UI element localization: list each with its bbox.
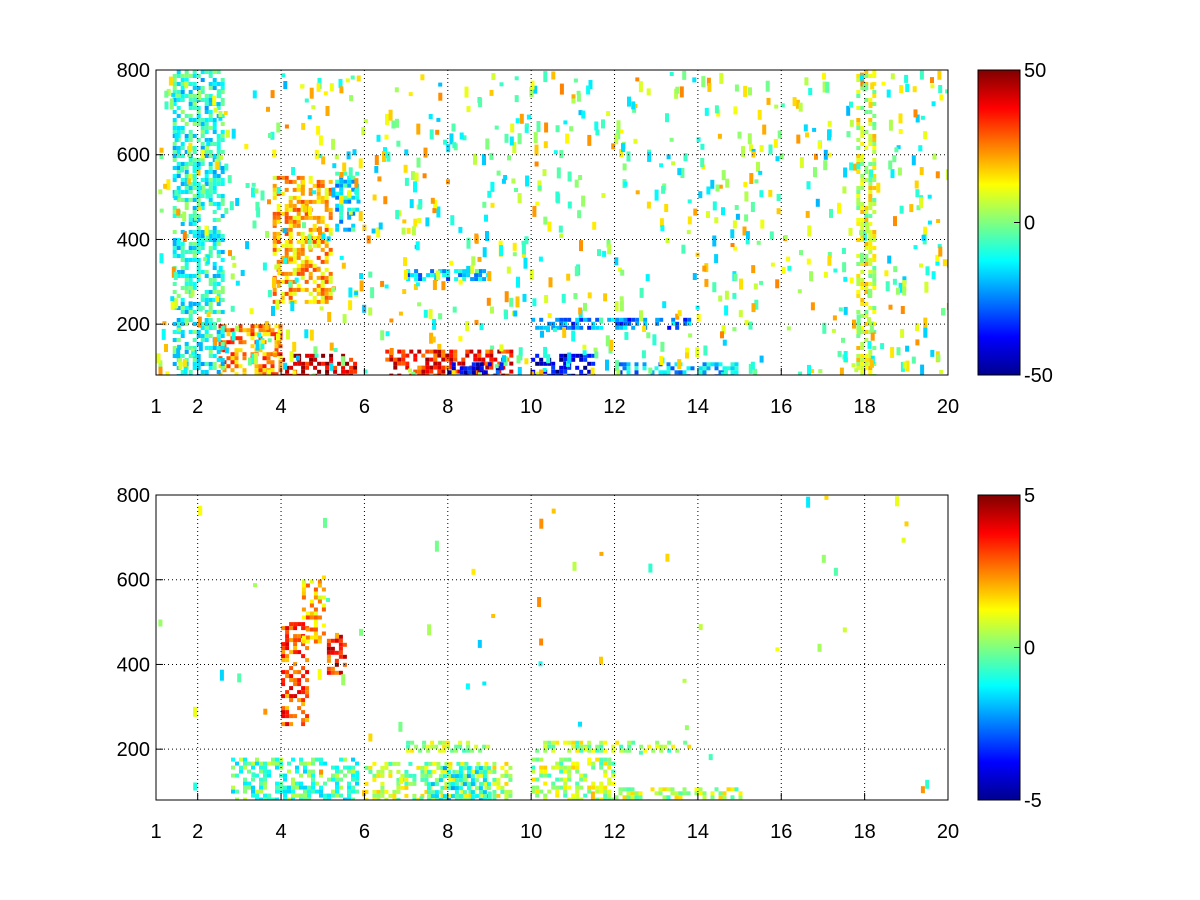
- heatmap-region-5: [426, 766, 491, 800]
- axes-frame: [155, 69, 949, 376]
- x-tick-label-7: 14: [687, 396, 709, 418]
- heatmap-region-8: [406, 269, 491, 282]
- axes-frame: [155, 494, 949, 801]
- heatmap-region-6: [406, 740, 491, 753]
- colorbar-tick-label-1: 0: [1024, 638, 1035, 660]
- x-tick-label-8: 16: [770, 396, 792, 418]
- colorbar-tick-label-1: 0: [1024, 213, 1035, 235]
- y-tick-label-0: 200: [117, 314, 150, 336]
- colorbar-gradient: [977, 69, 1021, 376]
- x-axis: 1 2 4 6 8 10 12 14 16 18 20: [150, 793, 959, 843]
- heatmap-region-9: [614, 787, 743, 800]
- x-tick-label-7: 14: [687, 821, 709, 843]
- y-tick-label-3: 800: [117, 60, 150, 82]
- heatmap-region-4: [385, 349, 514, 375]
- y-tick-label-1: 400: [117, 654, 150, 676]
- x-tick-label-9: 18: [854, 396, 876, 418]
- x-tick-label-6: 12: [603, 821, 625, 843]
- x-tick-label-0: 1: [150, 821, 161, 843]
- heatmap-cells: [156, 70, 948, 375]
- heatmap-region-3: [326, 634, 347, 675]
- y-axis: 200 400 600 800: [117, 60, 163, 336]
- x-tick-label-10: 20: [937, 821, 959, 843]
- x-tick-label-0: 1: [150, 396, 161, 418]
- colorbar-tick-label-2: -5: [1024, 790, 1042, 812]
- grid-lines: [156, 495, 948, 800]
- y-tick-label-0: 200: [117, 739, 150, 761]
- heatmap-noise: [158, 495, 930, 800]
- x-tick-label-3: 6: [359, 396, 370, 418]
- colorbar-tick-label-0: 50: [1024, 60, 1046, 82]
- y-tick-label-2: 600: [117, 570, 150, 592]
- x-tick-label-6: 12: [603, 396, 625, 418]
- x-tick-label-9: 18: [854, 821, 876, 843]
- x-axis: 1 2 4 6 8 10 12 14 16 18 20: [150, 368, 959, 418]
- colorbar-tick-label-0: 5: [1024, 485, 1035, 507]
- heatmap-region-5: [447, 362, 504, 375]
- heatmap-region-11: [172, 70, 225, 375]
- x-tick-label-5: 10: [520, 396, 542, 418]
- x-tick-label-4: 8: [442, 821, 453, 843]
- x-tick-label-2: 4: [275, 821, 286, 843]
- x-tick-label-2: 4: [275, 396, 286, 418]
- x-tick-label-10: 20: [937, 396, 959, 418]
- y-tick-label-1: 400: [117, 229, 150, 251]
- heatmap-cells: [158, 495, 930, 800]
- x-tick-label-4: 8: [442, 396, 453, 418]
- x-tick-label-3: 6: [359, 821, 370, 843]
- x-tick-label-1: 2: [192, 396, 203, 418]
- grid-lines: [156, 70, 948, 375]
- x-tick-label-5: 10: [520, 821, 542, 843]
- heatmap-region-0: [231, 757, 359, 800]
- colorbar-gradient: [977, 494, 1021, 801]
- heatmap-region-1: [281, 622, 310, 727]
- colorbar: 5 0 -5: [977, 485, 1042, 812]
- heatmap-noise: [156, 70, 948, 375]
- y-tick-label-2: 600: [117, 145, 150, 167]
- heatmap-region-7: [531, 317, 692, 330]
- x-tick-label-1: 2: [192, 821, 203, 843]
- y-axis: 200 400 600 800: [117, 485, 163, 761]
- x-tick-label-8: 16: [770, 821, 792, 843]
- heatmap-region-2: [301, 575, 326, 644]
- colorbar: 50 0 -50: [977, 60, 1053, 387]
- heatmap-region-2: [272, 175, 333, 304]
- heatmap-region-8: [531, 757, 616, 800]
- heatmap-region-9: [614, 362, 739, 375]
- heatmap-region-7: [535, 740, 692, 753]
- y-tick-label-3: 800: [117, 485, 150, 507]
- colorbar-tick-label-2: -50: [1024, 365, 1053, 387]
